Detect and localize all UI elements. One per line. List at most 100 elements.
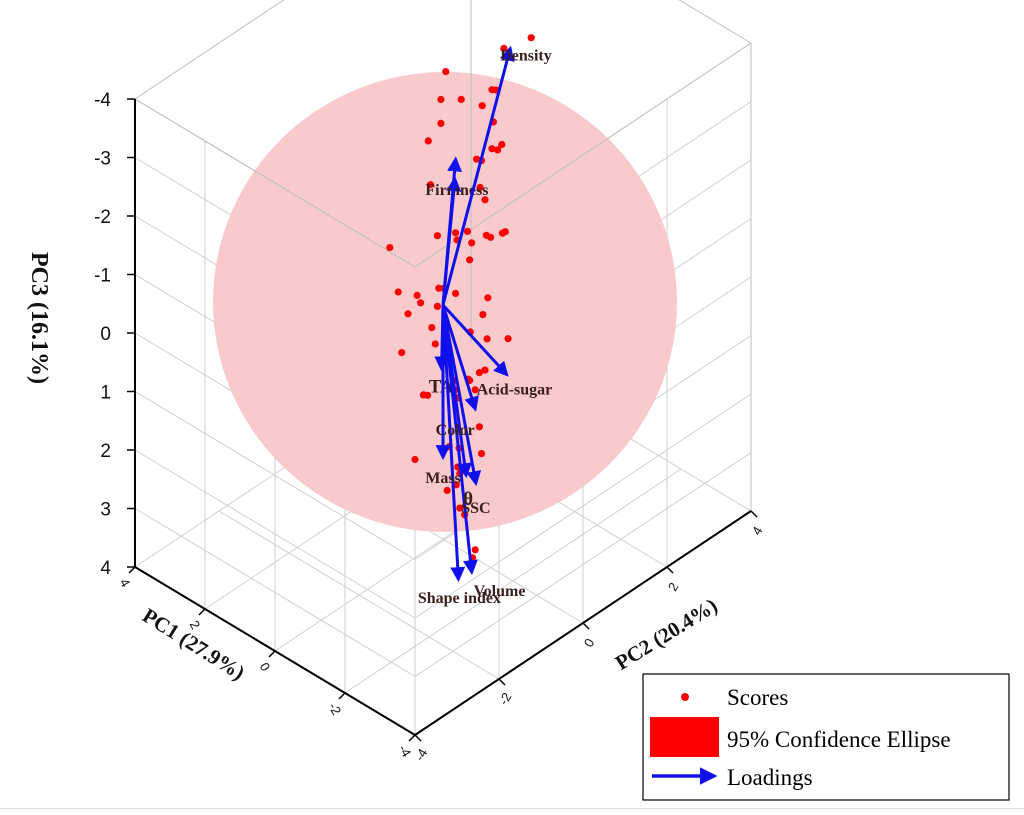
z-tick-label: 3 (100, 500, 111, 521)
box-edge (134, 98, 416, 268)
x-axis-title: PC1 (27.9%) (138, 603, 249, 685)
x-tick-mark (128, 566, 136, 574)
x-tick-mark (198, 608, 206, 616)
grid-line (134, 508, 416, 677)
loading-arrow (441, 303, 509, 377)
y-tick-label: -4 (412, 746, 431, 764)
loading-label: θ (463, 489, 473, 510)
legend-scores-label: Scores (727, 685, 788, 710)
y-tick-mark (750, 510, 758, 518)
score-point (433, 302, 441, 310)
box-edge (134, 0, 285, 100)
score-point (471, 386, 479, 394)
x-tick-label: 4 (117, 576, 134, 590)
score-point (433, 232, 441, 240)
score-point (498, 140, 506, 149)
loading-label: Density (500, 48, 552, 65)
score-point (404, 310, 412, 318)
z-tick-label: 1 (100, 383, 111, 404)
loading-arrow (441, 304, 482, 487)
score-point (504, 335, 512, 343)
score-point (437, 95, 445, 104)
score-point (413, 291, 421, 299)
box-edge (414, 42, 752, 268)
score-point (443, 486, 451, 495)
z-tick-label: -4 (94, 90, 111, 111)
x-tick-mark (268, 650, 276, 658)
grid-line (414, 452, 752, 677)
score-point (481, 366, 489, 374)
score-point (483, 335, 491, 343)
score-point (487, 233, 495, 241)
z-tick-label: 0 (100, 324, 111, 345)
score-point (442, 68, 450, 76)
score-point (394, 288, 402, 296)
y-tick-label: 2 (665, 580, 682, 594)
loading-label: Acid-sugar (477, 382, 553, 399)
legend-loadings-label: Loadings (727, 765, 813, 790)
y-tick-mark (498, 678, 506, 686)
score-point (386, 244, 394, 252)
x-tick-mark (408, 734, 416, 742)
x-tick-mark (338, 692, 346, 700)
z-tick-label: -3 (94, 149, 111, 170)
score-point (452, 289, 460, 297)
loading-label: Color (436, 422, 475, 439)
score-point (484, 294, 492, 302)
score-point (477, 450, 486, 458)
loading-arrow (441, 156, 463, 306)
loading-arrow (441, 45, 515, 306)
box-edge (678, 0, 752, 44)
loading-label: Mass (425, 470, 461, 487)
y-tick-mark (666, 566, 674, 574)
legend-ellipse-label: 95% Confidence Ellipse (727, 727, 951, 752)
z-tick-label: 2 (100, 441, 111, 462)
grid-line (414, 393, 752, 619)
y-tick-label: -2 (496, 690, 515, 708)
y-tick-mark (582, 622, 590, 630)
score-point (428, 324, 436, 332)
y-tick-label: 0 (581, 636, 598, 650)
loading-arrow (441, 304, 479, 412)
score-point (488, 86, 496, 94)
score-point (468, 239, 476, 247)
z-tick-label: 4 (100, 558, 111, 579)
z-tick-label: -1 (94, 266, 111, 287)
score-point (476, 183, 484, 191)
score-point (494, 146, 502, 154)
y-tick-label: 4 (749, 524, 766, 538)
score-point (475, 423, 483, 431)
legend-ellipse-swatch (650, 717, 719, 757)
score-point (437, 119, 445, 127)
score-point (456, 504, 464, 512)
score-point (463, 227, 472, 235)
score-point (527, 34, 535, 42)
score-point (411, 455, 419, 464)
z-tick-label: -2 (94, 207, 111, 228)
grid-line (134, 391, 416, 560)
y-axis-title: PC2 (20.4%) (611, 593, 722, 675)
score-point (424, 137, 432, 145)
loading-arrow (441, 304, 466, 583)
score-point (471, 546, 479, 554)
loading-label: Shape index (418, 590, 501, 607)
x-tick-label: 0 (257, 660, 274, 674)
loading-label: Volume (474, 583, 526, 600)
loading-label: SSC (461, 500, 490, 517)
legend: Scores 95% Confidence Ellipse Loadings (642, 673, 1010, 801)
y-tick-mark (414, 734, 422, 742)
x-tick-label: -2 (326, 700, 345, 718)
score-point (475, 369, 483, 377)
loading-label: Firmness (425, 182, 488, 199)
grid-line (134, 449, 416, 619)
score-point (431, 340, 439, 348)
z-axis-title: PC3 (16.1%) (26, 252, 52, 384)
score-point (473, 155, 481, 163)
score-point (398, 349, 406, 357)
score-point (478, 102, 486, 110)
score-point (426, 181, 434, 189)
score-point (479, 311, 487, 319)
score-point (452, 229, 460, 237)
score-point (466, 256, 474, 264)
